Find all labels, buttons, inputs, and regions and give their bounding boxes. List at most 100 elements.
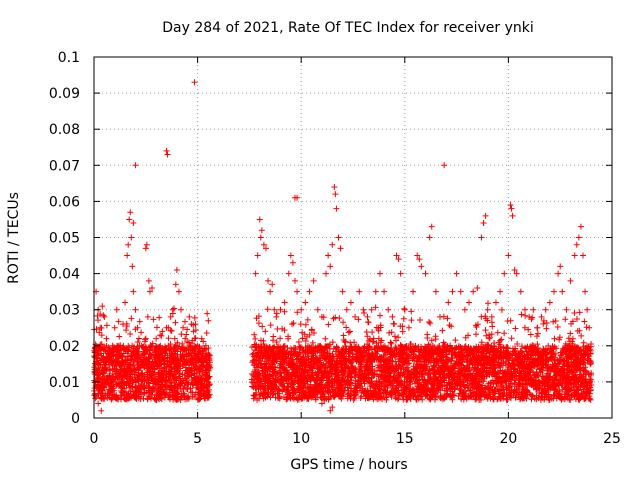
band-point [466, 367, 473, 374]
band-point [403, 396, 410, 403]
band-point [141, 377, 148, 384]
band-point [154, 381, 161, 388]
band-point [255, 313, 262, 320]
band-point [127, 380, 134, 387]
band-point [326, 359, 333, 366]
band-point [115, 348, 122, 355]
band-point [309, 365, 316, 372]
band-point [573, 365, 580, 372]
band-point [191, 349, 198, 356]
band-point [388, 340, 395, 347]
band-point [124, 396, 130, 403]
band-point [183, 396, 190, 403]
band-point [147, 385, 154, 392]
band-point [375, 362, 382, 369]
band-point [132, 383, 139, 390]
band-point [488, 331, 495, 338]
band-point [551, 386, 558, 393]
band-point [118, 373, 125, 380]
band-point [91, 371, 98, 378]
band-point [400, 315, 407, 322]
band-point [179, 361, 186, 368]
band-point [488, 319, 495, 326]
band-point [426, 395, 433, 402]
band-point [100, 370, 107, 377]
band-point [191, 335, 198, 342]
band-point [153, 344, 160, 351]
band-point [150, 316, 157, 323]
band-point [488, 379, 495, 386]
band-point [357, 367, 364, 374]
band-point [119, 344, 126, 351]
band-point [485, 300, 492, 307]
band-point [127, 330, 134, 337]
band-point [270, 337, 277, 344]
band-point [251, 393, 258, 400]
band-point [306, 367, 313, 374]
band-point [107, 367, 114, 374]
band-point [325, 321, 332, 328]
band-point [147, 351, 154, 358]
band-point [412, 393, 419, 400]
band-point [497, 344, 504, 351]
band-point [424, 334, 431, 341]
band-point [185, 393, 192, 400]
band-point [177, 345, 184, 352]
band-point [261, 372, 268, 379]
band-point [426, 352, 433, 359]
band-point [183, 346, 190, 353]
band-point [373, 356, 380, 363]
band-point [198, 357, 205, 364]
band-point [329, 339, 336, 346]
band-point [188, 355, 195, 362]
band-point [97, 346, 104, 353]
band-point [346, 369, 353, 376]
band-point [583, 344, 590, 351]
band-point [178, 355, 185, 362]
band-point [106, 352, 113, 359]
band-point [565, 374, 572, 381]
band-point [512, 325, 519, 332]
band-point [111, 387, 118, 394]
band-point [473, 324, 480, 331]
band-point [108, 360, 115, 367]
band-point [164, 382, 171, 389]
band-point [481, 364, 488, 371]
band-point [171, 344, 178, 351]
band-point [152, 360, 159, 367]
band-point [333, 344, 340, 351]
band-point [123, 323, 130, 330]
band-point [188, 371, 195, 378]
band-point [133, 347, 140, 354]
band-point [392, 353, 399, 360]
band-point [431, 362, 438, 369]
band-point [167, 374, 174, 381]
band-point [149, 369, 156, 376]
band-point [448, 323, 455, 330]
band-point [395, 334, 402, 341]
band-point [265, 364, 272, 371]
band-point [295, 338, 302, 345]
band-point [447, 393, 454, 400]
band-point [156, 314, 163, 321]
band-point [158, 395, 165, 402]
band-point [297, 321, 304, 328]
band-point [135, 393, 142, 400]
band-point [131, 366, 138, 373]
band-point [129, 342, 136, 349]
band-point [107, 386, 114, 393]
band-point [128, 353, 135, 360]
band-point [341, 387, 348, 394]
band-point [172, 319, 179, 326]
band-point [156, 358, 163, 365]
band-point [430, 369, 437, 376]
band-point [251, 367, 258, 374]
band-point [113, 368, 120, 375]
band-point [152, 346, 159, 353]
band-point [187, 385, 194, 392]
band-point [498, 306, 505, 313]
band-point [303, 393, 310, 400]
band-point [523, 361, 530, 368]
band-point [551, 335, 558, 342]
band-point [498, 360, 505, 367]
